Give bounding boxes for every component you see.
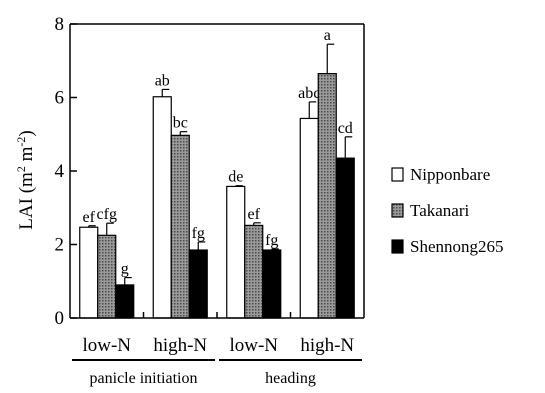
bar xyxy=(244,224,264,319)
y-tick-label: 0 xyxy=(55,308,65,329)
significance-label: ab xyxy=(155,72,170,89)
bar xyxy=(262,249,282,319)
significance-label: bc xyxy=(173,115,188,132)
significance-label: de xyxy=(228,169,243,186)
legend-swatch xyxy=(391,239,404,254)
bar xyxy=(317,73,337,319)
legend-label: Nipponbare xyxy=(410,165,490,184)
y-tick-label: 2 xyxy=(55,235,65,256)
bar xyxy=(79,226,99,319)
y-tick-label: 4 xyxy=(55,161,65,182)
significance-label: ef xyxy=(83,209,96,226)
x-category-label: high-N xyxy=(153,335,207,356)
legend: Nipponbare Takanari Shennong265 xyxy=(391,165,504,256)
x-category-label: low-N xyxy=(229,335,278,356)
bar xyxy=(188,249,208,319)
x-category-label: high-N xyxy=(300,335,354,356)
significance-label: cfg xyxy=(97,206,117,223)
bar xyxy=(115,284,135,319)
legend-label: Takanari xyxy=(410,201,469,220)
bar xyxy=(299,117,319,319)
x-axis: low-N high-N low-N high-N panicle initiation… xyxy=(70,312,364,387)
significance-label: cd xyxy=(338,120,353,137)
group-label: heading xyxy=(265,370,316,387)
y-axis-label: LAI (m2 m-2) xyxy=(14,130,37,229)
legend-swatch xyxy=(391,167,404,182)
significance-label: g xyxy=(121,261,129,278)
group-label: panicle initiation xyxy=(90,370,198,387)
y-tick-label: 8 xyxy=(55,14,65,35)
bar xyxy=(152,96,172,319)
significance-label: fg xyxy=(265,232,278,249)
legend-label: Shennong265 xyxy=(410,237,504,256)
bar xyxy=(335,157,355,319)
x-category-label: low-N xyxy=(82,335,131,356)
bar xyxy=(226,185,246,319)
bar xyxy=(170,134,190,319)
bar xyxy=(97,234,117,319)
significance-label: abc xyxy=(298,85,320,102)
significance-label: a xyxy=(324,27,331,44)
significance-label: fg xyxy=(192,225,205,242)
y-axis: 0 2 4 6 8 xyxy=(55,14,365,329)
y-tick-label: 6 xyxy=(55,88,65,109)
significance-label: ef xyxy=(248,206,261,223)
bars: ef ab de abc cfg bc ef a g fg fg cd xyxy=(79,27,355,319)
legend-swatch xyxy=(391,203,404,218)
